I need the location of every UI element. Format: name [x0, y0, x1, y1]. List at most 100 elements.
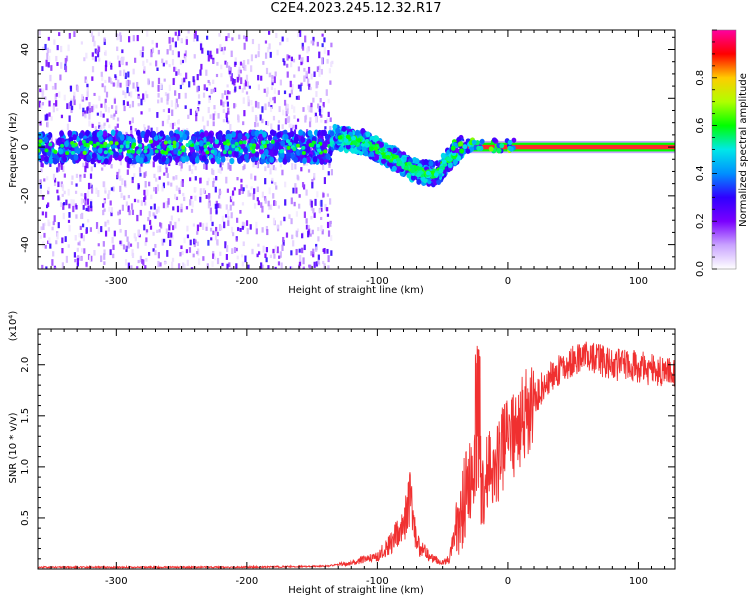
noise-cell [290, 62, 293, 68]
noise-cell [61, 248, 64, 254]
noise-cell [288, 123, 291, 128]
noise-cell [301, 57, 304, 61]
noise-cell [316, 41, 319, 47]
band-peak [103, 150, 108, 155]
noise-cell [239, 61, 243, 66]
noise-cell [137, 103, 140, 107]
noise-cell [137, 199, 140, 203]
noise-cell [196, 35, 199, 42]
noise-cell [168, 160, 171, 167]
band-peak [130, 149, 135, 154]
noise-cell [196, 74, 199, 81]
noise-cell [327, 255, 330, 263]
noise-cell [207, 202, 211, 209]
noise-cell [124, 245, 127, 250]
band-cell [242, 135, 247, 142]
noise-cell [324, 203, 327, 210]
noise-cell [226, 101, 230, 107]
noise-cell [136, 86, 140, 92]
noise-cell [97, 46, 101, 53]
noise-cell [67, 219, 71, 223]
band-cell [173, 148, 178, 155]
noise-cell [222, 108, 225, 114]
noise-cell [230, 212, 233, 219]
signal-peak [375, 149, 380, 155]
noise-cell [102, 181, 105, 188]
band-cell [250, 155, 256, 163]
noise-cell [145, 257, 148, 262]
noise-cell [283, 216, 286, 222]
noise-cell [70, 199, 73, 206]
colorbar-tick-label: 0.6 [695, 118, 706, 134]
band-cell [305, 146, 311, 153]
band-cell [194, 157, 200, 164]
noise-cell [51, 226, 54, 231]
noise-cell [306, 81, 310, 87]
noise-cell [68, 212, 71, 218]
noise-cell [165, 60, 168, 65]
noise-cell [128, 92, 131, 97]
signal-peak [406, 161, 412, 167]
noise-cell [272, 165, 275, 171]
noise-cell [166, 250, 169, 257]
band-peak [144, 145, 149, 150]
noise-cell [241, 87, 244, 93]
noise-cell [220, 225, 223, 231]
noise-cell [118, 34, 121, 40]
noise-cell [315, 261, 318, 267]
noise-cell [112, 82, 115, 87]
noise-cell [282, 109, 285, 116]
noise-cell [326, 213, 330, 217]
noise-cell [295, 248, 298, 256]
noise-cell [283, 60, 286, 66]
noise-cell [281, 244, 284, 252]
noise-cell [212, 177, 216, 184]
noise-cell [273, 96, 276, 104]
band-cell [189, 145, 195, 153]
noise-cell [213, 256, 217, 261]
band-cell [57, 137, 63, 144]
noise-cell [311, 179, 314, 184]
noise-cell [277, 90, 280, 95]
noise-cell [146, 30, 149, 37]
noise-cell [183, 237, 186, 244]
noise-cell [85, 97, 88, 101]
noise-cell [320, 68, 323, 75]
noise-cell [156, 67, 159, 72]
noise-cell [178, 189, 181, 194]
noise-cell [160, 97, 163, 103]
band-cell [243, 146, 248, 154]
band-cell [237, 157, 242, 164]
band-peak [65, 151, 70, 156]
noise-cell [224, 241, 227, 249]
noise-cell [165, 268, 169, 269]
noise-cell [232, 201, 235, 206]
band-cell [110, 129, 116, 136]
band-peak [99, 144, 104, 149]
noise-cell [47, 36, 50, 41]
noise-cell [247, 59, 250, 65]
noise-cell [262, 61, 265, 65]
noise-cell [105, 91, 109, 98]
noise-cell [115, 105, 118, 111]
noise-cell [142, 259, 145, 266]
noise-cell [102, 113, 105, 118]
band-cell [151, 130, 157, 138]
noise-cell [212, 230, 215, 235]
band-peak [125, 144, 130, 149]
noise-cell [91, 55, 95, 61]
noise-cell [306, 56, 309, 63]
noise-cell [264, 103, 267, 111]
band-cell [268, 142, 273, 150]
noise-cell [266, 121, 270, 127]
band-peak [172, 140, 177, 145]
noise-cell [70, 181, 74, 185]
noise-cell [218, 32, 221, 37]
noise-cell [97, 190, 100, 197]
y-tick-label: 0 [20, 144, 31, 150]
noise-cell [283, 90, 287, 95]
noise-cell [171, 225, 175, 231]
noise-cell [149, 225, 153, 230]
noise-cell [186, 225, 189, 232]
